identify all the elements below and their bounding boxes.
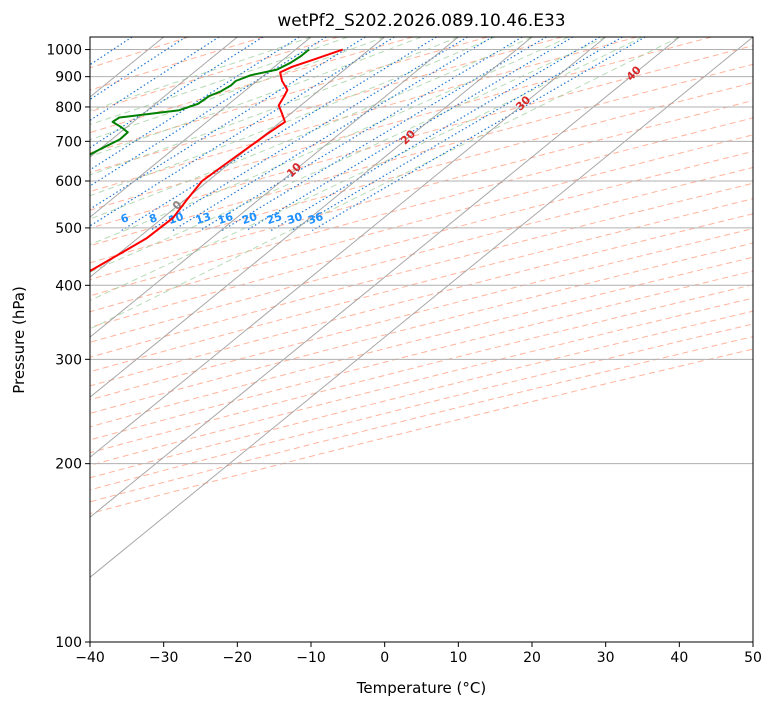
mixing-ratio-line — [90, 37, 366, 210]
dry-adiabat — [90, 166, 753, 343]
moist-adiabat — [90, 37, 570, 246]
moist-adiabat — [90, 37, 533, 220]
dewpoint-profile — [90, 48, 310, 156]
x-tick-label: 40 — [670, 650, 688, 666]
background-lines — [90, 37, 753, 642]
dry-adiabat — [90, 256, 753, 428]
mixing-ratio-label: 16 — [216, 210, 235, 227]
dry-adiabat — [90, 37, 638, 193]
moist-adiabat — [90, 37, 459, 176]
isotherm-line — [90, 37, 680, 518]
dry-adiabat — [90, 150, 753, 328]
y-tick-label: 100 — [55, 635, 82, 651]
y-tick-label: 700 — [55, 134, 82, 150]
moist-adiabat — [90, 37, 680, 330]
plot-frame — [89, 36, 754, 643]
mixing-ratio-label: 30 — [286, 210, 305, 227]
mixing-ratio-line — [221, 37, 547, 232]
dry-adiabat — [90, 348, 753, 515]
mixing-ratio-line — [90, 37, 264, 149]
mixing-ratio-label: 8 — [148, 211, 159, 226]
mixing-ratio-label: 13 — [194, 210, 213, 227]
y-tick-label: 200 — [55, 457, 82, 473]
mixing-ratio-line — [149, 37, 468, 232]
x-tick-label: −20 — [223, 650, 253, 666]
x-tick-label: −40 — [75, 650, 105, 666]
mixing-ratio-line — [291, 37, 623, 232]
x-tick-label: 50 — [744, 650, 762, 666]
chart-title: wetPf2_S202.2026.089.10.46.E33 — [277, 11, 565, 31]
sounding-series — [90, 48, 344, 273]
isotherm-line — [90, 37, 459, 338]
y-tick-label: 600 — [55, 174, 82, 190]
mixing-ratio-line — [90, 37, 300, 171]
mixing-ratio-label: 20 — [240, 210, 259, 227]
mixing-ratio-label: 1.5 — [0, 209, 9, 227]
moist-adiabat — [90, 37, 496, 197]
mixing-ratio-label: 2 — [17, 211, 28, 226]
dry-adiabat — [90, 82, 753, 264]
mixing-ratio-label: 36 — [306, 210, 325, 227]
dry-adiabat — [90, 37, 264, 91]
isotherm-line — [90, 37, 238, 158]
mixing-ratio-line — [90, 37, 220, 122]
y-tick-label: 300 — [55, 352, 82, 368]
x-tick-label: 20 — [523, 650, 541, 666]
y-tick-label: 800 — [55, 100, 82, 116]
temperature-profile — [90, 48, 344, 273]
isotherm-line — [90, 37, 753, 578]
isotherm-line — [90, 37, 533, 398]
x-tick-label: 30 — [597, 650, 615, 666]
mixing-ratio-label: 6 — [119, 211, 131, 226]
y-tick-label: 1000 — [46, 43, 82, 59]
mixing-ratio-line — [90, 37, 327, 187]
mixing-ratio-line — [270, 37, 601, 232]
dry-adiabat — [90, 297, 753, 466]
dry-adiabat — [90, 323, 753, 491]
plot-area — [90, 37, 753, 642]
y-axis: 100 200 300 400 500 600 700 800 900 1000 — [46, 43, 90, 651]
x-tick-label: −30 — [149, 650, 179, 666]
y-tick-label: 900 — [55, 70, 82, 86]
isotherm-line — [90, 37, 312, 218]
dry-adiabat — [90, 182, 753, 358]
dry-adiabat — [90, 63, 753, 247]
y-tick-label: 400 — [55, 278, 82, 294]
isotherm-line — [90, 37, 606, 458]
y-axis-label: Pressure (hPa) — [10, 286, 28, 394]
moist-adiabat — [90, 37, 385, 141]
x-tick-label: −10 — [296, 650, 326, 666]
dry-adiabat — [90, 228, 753, 401]
x-tick-label: 0 — [380, 650, 389, 666]
dry-adiabat — [90, 37, 488, 154]
x-axis-label: Temperature (°C) — [356, 679, 486, 697]
x-axis: −40 −30 −20 −10 0 10 20 30 40 50 — [75, 642, 762, 666]
dry-adiabat — [90, 270, 753, 441]
mixing-ratio-label: 25 — [265, 210, 284, 227]
dry-adiabat — [90, 45, 753, 229]
y-tick-label: 500 — [55, 221, 82, 237]
x-tick-label: 10 — [449, 650, 467, 666]
mixing-ratio-label: 10 — [167, 210, 186, 227]
